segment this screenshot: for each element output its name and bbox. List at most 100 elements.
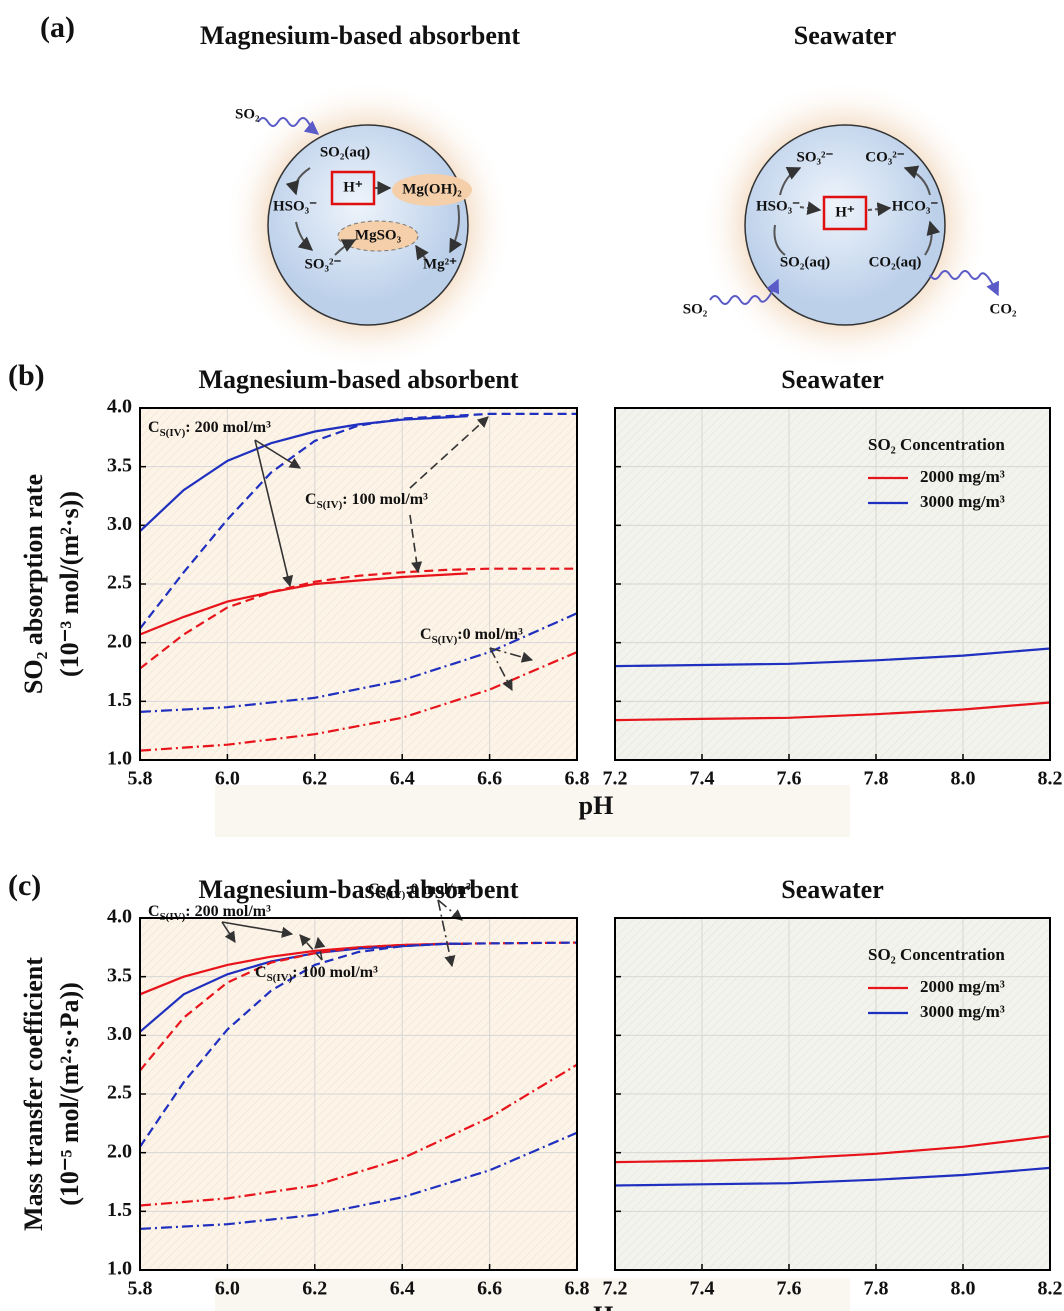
panel-label: (c)	[8, 869, 41, 902]
series-line	[139, 941, 578, 1148]
species: Mg(OH)₂	[402, 181, 462, 197]
annotation-symbol: C	[368, 881, 380, 898]
annotation-text: : 100 mol/m³	[342, 491, 428, 508]
annotation-symbol: C	[148, 419, 160, 436]
species: HSO₃⁻	[756, 198, 800, 214]
annotation-subscript: S(IV)	[160, 427, 186, 439]
arrow	[415, 244, 429, 263]
legend-label: 3000 mg/m³	[920, 1002, 1005, 1021]
x-tick-label: 7.8	[864, 768, 889, 790]
y-tick-label: 2.5	[107, 1082, 132, 1104]
arrow	[867, 202, 892, 217]
species: CO₂	[990, 301, 1018, 317]
series-line	[614, 1135, 1051, 1164]
h-box	[330, 170, 376, 206]
species: H⁺	[835, 204, 855, 220]
annotation-text: : 100 mol/m³	[292, 964, 378, 981]
plot-frame	[139, 917, 578, 1271]
x-tick-label: 5.8	[128, 1278, 153, 1300]
chart: 1.0 1.5 2.0 2.5 3.0 3.5 4.0 5.8 6.0 6.2 6.4 6.6 6.8 M…	[8, 359, 613, 820]
x-tick-label: 8.2	[1038, 1278, 1063, 1300]
species: H⁺	[343, 179, 363, 195]
x-tick-label: 6.4	[390, 1278, 415, 1300]
species: MgSO₃	[355, 227, 402, 243]
x-tick-label: 7.4	[690, 1278, 715, 1300]
annotation-subscript: S(IV)	[380, 889, 406, 901]
chart-title: Magnesium-based absorbent	[199, 875, 519, 904]
annotation-text: :0 mol/m³	[405, 881, 471, 898]
annotation-symbol: C	[148, 903, 160, 920]
x-axis-label: pH	[579, 791, 614, 820]
arrow	[903, 165, 931, 196]
annotation-arrow	[299, 934, 323, 961]
x-tick-label: 7.2	[603, 1278, 628, 1300]
y-axis-label: Mass transfer coefficient	[19, 957, 48, 1231]
series-line	[139, 612, 578, 713]
ellipse	[337, 220, 419, 252]
x-tick-label: 5.8	[128, 768, 153, 790]
legend-label: 3000 mg/m³	[920, 492, 1005, 511]
ellipse	[392, 174, 472, 206]
diagram-title: Seawater	[794, 21, 897, 50]
annotation-arrow	[314, 936, 326, 961]
series-line	[139, 412, 577, 630]
species: CO₃²⁻	[865, 149, 904, 165]
x-tick-label: 7.4	[690, 768, 715, 790]
annotation-arrow	[221, 921, 236, 943]
y-tick-label: 4.0	[107, 396, 132, 418]
y-tick-label: 3.5	[107, 964, 132, 986]
arrow	[334, 239, 357, 256]
x-tick-label: 6.6	[477, 768, 502, 790]
annotation: CS(IV):0 mol/m³	[420, 626, 523, 646]
species: SO₂(aq)	[780, 254, 830, 270]
y-tick-label: 2.5	[107, 572, 132, 594]
x-tick-label: 6.8	[565, 768, 590, 790]
arrow	[773, 224, 786, 256]
chart: 7.2 7.4 7.6 7.8 8.0 8.2 Seawater SO₂ Concentrat…	[603, 365, 1063, 790]
h-box	[822, 195, 868, 231]
species: Mg²⁺	[423, 256, 457, 272]
y-axis-label: (10⁻³ mol/(m²·s))	[55, 491, 84, 677]
x-tick-label: 6.4	[390, 768, 415, 790]
species: HCO₃⁻	[892, 198, 939, 214]
arrow	[779, 166, 802, 196]
legend-title: SO₂ Concentration	[868, 435, 1005, 454]
arrow	[449, 204, 463, 254]
annotation-text: :0 mol/m³	[457, 626, 523, 643]
chart-title: Magnesium-based absorbent	[199, 365, 519, 394]
annotation: CS(IV): 200 mol/m³	[148, 419, 271, 439]
x-tick-label: 6.2	[302, 1278, 327, 1300]
species: SO₂	[683, 301, 708, 317]
legend-title: SO₂ Concentration	[868, 945, 1005, 964]
y-tick-label: 2.0	[107, 630, 132, 652]
annotation-arrow	[437, 899, 463, 921]
series-line	[614, 1166, 1051, 1187]
annotation-symbol: C	[305, 491, 317, 508]
chart-title: Seawater	[781, 365, 884, 394]
annotation-text: : 200 mol/m³	[185, 419, 271, 436]
annotation-symbol: C	[255, 964, 267, 981]
plot-frame	[614, 407, 1051, 761]
x-tick-label: 6.0	[215, 1278, 240, 1300]
annotation-arrow	[221, 921, 294, 938]
annotation-text: : 200 mol/m³	[185, 903, 271, 920]
y-tick-label: 3.0	[107, 1023, 132, 1045]
annotation-subscript: S(IV)	[432, 634, 458, 646]
y-tick-label: 3.0	[107, 513, 132, 535]
panel-a: (a) Magnesium-based absorbent Seawater S…	[40, 11, 1017, 370]
series-line	[614, 647, 1051, 668]
y-tick-label: 3.5	[107, 454, 132, 476]
panel-label: (b)	[8, 359, 45, 392]
y-tick-label: 2.0	[107, 1140, 132, 1162]
x-axis-label: pH	[579, 1301, 614, 1311]
species: CO₂(aq)	[869, 254, 922, 270]
plot-frame	[139, 407, 578, 761]
x-tick-label: 6.0	[215, 768, 240, 790]
annotation-arrow	[254, 439, 301, 469]
annotation: CS(IV): 100 mol/m³	[255, 964, 378, 984]
arrow	[285, 167, 311, 196]
wave-arrow	[929, 270, 1000, 297]
x-tick-label: 6.6	[477, 1278, 502, 1300]
annotation-subscript: S(IV)	[317, 499, 343, 511]
